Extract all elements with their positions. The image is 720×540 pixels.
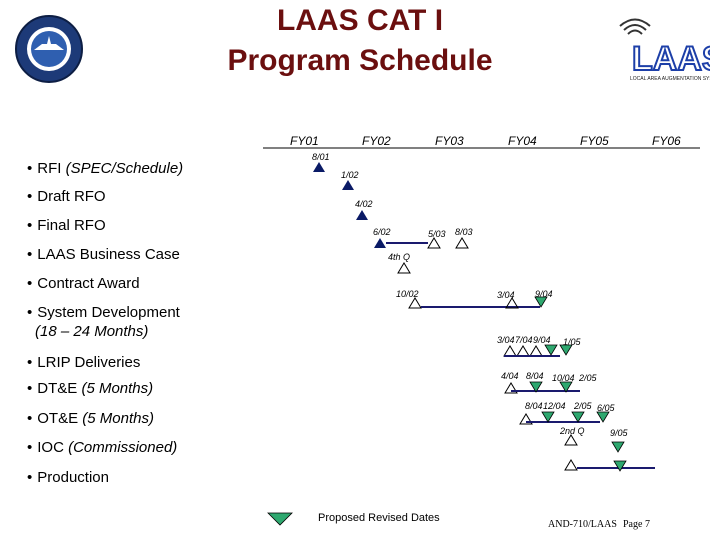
milestone-ote-a [519, 413, 533, 425]
milestone-sd-a [408, 297, 422, 309]
milestone-bc-c [455, 237, 469, 249]
legend-revised-icon [267, 512, 293, 526]
revised-production [613, 460, 627, 472]
revised-lrip-b [559, 344, 573, 356]
milestone-lrip-a [503, 345, 517, 357]
page-number: Page 7 [623, 519, 650, 530]
label-dte-c: 10/04 [552, 373, 575, 383]
label-lrip-b: 1/05 [563, 337, 581, 347]
task-rfi: • RFI (SPEC/Schedule) [27, 160, 184, 177]
task-draft-rfo: • Draft RFO [27, 188, 106, 205]
milestone-production [564, 459, 578, 471]
svg-text:LAAS: LAAS [632, 40, 710, 78]
task-business-case: • LAAS Business Case [27, 246, 180, 263]
label-ote-b: 2/05 [574, 401, 592, 411]
task-production: • Production [27, 469, 109, 486]
revised-ote-b [571, 411, 585, 423]
slide-title: LAAS CAT I [276, 4, 444, 37]
milestone-bc-b [427, 237, 441, 249]
label-dte-d: 2/05 [579, 373, 597, 383]
laas-logo: LAAS LOCAL AREA AUGMENTATION SYSTEM [600, 8, 710, 83]
label-sd-a: 10/02 [396, 289, 419, 299]
label-dte-a: 4/04 [501, 371, 519, 381]
task-system-development: • System Development [27, 304, 180, 321]
label-ote-a: 8/04 12/04 [525, 401, 566, 411]
milestone-lrip-b [516, 345, 530, 357]
task-ote: • OT&E (5 Months) [27, 410, 154, 427]
label-award: 4th Q [388, 252, 411, 262]
revised-dte-a [529, 381, 543, 393]
milestone-sd-b [505, 297, 519, 309]
label-bc-b: 5/03 [428, 229, 446, 239]
fy-label: FY02 [362, 134, 391, 148]
task-ioc: • IOC (Commissioned) [27, 439, 178, 456]
task-final-rfo: • Final RFO [27, 217, 106, 234]
fy-label: FY05 [580, 134, 609, 148]
label-ioc-b: 9/05 [610, 428, 628, 438]
revised-lrip-a [544, 344, 558, 356]
system-development-duration: (18 – 24 Months) [35, 323, 149, 340]
fy-label: FY03 [435, 134, 464, 148]
label-ote-c: 6/05 [597, 403, 615, 413]
label-sd-b: 3/04 [497, 290, 515, 300]
task-contract-award: • Contract Award [27, 275, 140, 292]
faa-seal-logo [14, 14, 84, 84]
fy-label: FY06 [652, 134, 681, 148]
fy-label: FY04 [508, 134, 537, 148]
svg-text:LOCAL AREA AUGMENTATION SYSTEM: LOCAL AREA AUGMENTATION SYSTEM [630, 76, 710, 82]
milestone-dte-a [504, 382, 518, 394]
revised-ote-c [596, 411, 610, 423]
milestone-rfi [313, 162, 325, 172]
milestone-lrip-c [529, 345, 543, 357]
label-draft-rfo: 1/02 [341, 170, 359, 180]
task-dte: • DT&E (5 Months) [27, 380, 154, 397]
footer-doc-id: AND-710/LAAS [548, 519, 617, 530]
milestone-draft-rfo [342, 180, 354, 190]
slide-subtitle: Program Schedule [227, 44, 493, 77]
revised-ioc [611, 441, 625, 453]
revised-ote-a [541, 411, 555, 423]
milestone-ioc [564, 434, 578, 446]
task-lrip-deliveries: • LRIP Deliveries [27, 354, 141, 371]
milestone-final-rfo [356, 210, 368, 220]
label-final-rfo: 4/02 [355, 199, 373, 209]
label-dte-b: 8/04 [526, 371, 544, 381]
label-sd-c: 9/04 [535, 289, 553, 299]
milestone-bc-a [374, 238, 386, 248]
revised-dte-b [559, 381, 573, 393]
label-rfi: 8/01 [312, 152, 330, 162]
revised-sd-c [534, 296, 548, 308]
legend-label: Proposed Revised Dates [318, 512, 440, 524]
label-bc-c: 8/03 [455, 227, 473, 237]
label-ioc: 2nd Q [560, 426, 585, 436]
label-bc-a: 6/02 [373, 227, 391, 237]
milestone-award [397, 262, 411, 274]
label-lrip: 3/04 7/04 9/04 [497, 335, 551, 345]
fy-label: FY01 [290, 134, 319, 148]
